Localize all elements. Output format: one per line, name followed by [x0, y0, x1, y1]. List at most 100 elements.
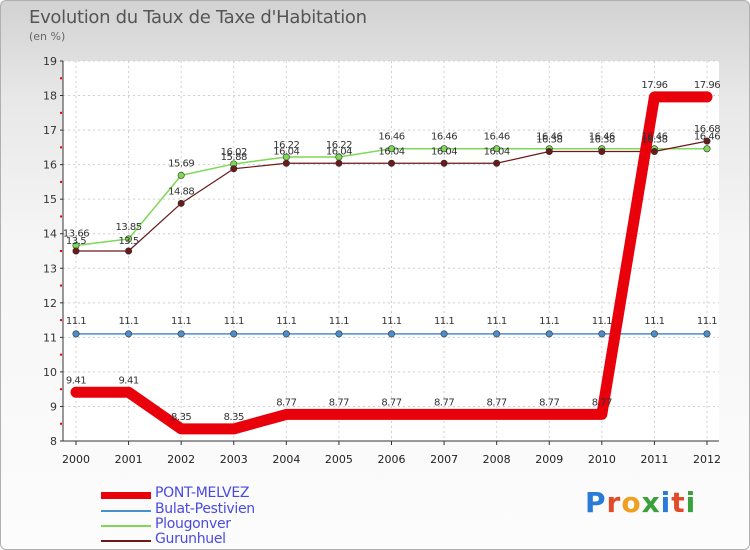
- chart-subtitle: (en %): [29, 30, 66, 43]
- series-line-pont-melvez: [70, 91, 713, 435]
- data-point: [440, 145, 448, 153]
- x-tick-label: 2001: [115, 453, 143, 466]
- x-tick-label: 2011: [640, 453, 668, 466]
- data-point: [440, 159, 448, 167]
- data-point: [230, 330, 238, 338]
- y-minor-tick: [60, 215, 62, 218]
- x-tick-label: 2007: [430, 453, 458, 466]
- data-label: 13.5: [66, 236, 86, 247]
- y-minor-tick: [60, 77, 62, 80]
- x-tick-label: 2003: [220, 453, 248, 466]
- legend-label: Plougonver: [155, 516, 231, 532]
- logo-letter: i: [660, 486, 672, 519]
- data-point: [493, 330, 501, 338]
- data-label: 11.1: [644, 316, 664, 327]
- data-label: 15.69: [168, 158, 194, 169]
- chart-title: Evolution du Taux de Taxe d'Habitation: [29, 7, 367, 28]
- data-label: 16.46: [589, 132, 615, 143]
- data-point: [282, 159, 290, 167]
- data-point: [545, 148, 553, 156]
- y-minor-tick: [60, 250, 62, 252]
- data-label: 11.1: [276, 316, 296, 327]
- data-label: 13.85: [116, 222, 142, 233]
- data-point: [72, 330, 80, 338]
- data-point: [493, 145, 501, 153]
- data-label: 16.02: [221, 147, 247, 158]
- legend-label: Gurunhuel: [155, 531, 226, 547]
- logo-letter: x: [641, 486, 661, 519]
- data-label: 11.1: [434, 316, 454, 327]
- data-point: [703, 145, 711, 153]
- x-tick-label: 2005: [325, 453, 353, 466]
- data-label: 16.22: [326, 140, 352, 151]
- data-point: [387, 330, 395, 338]
- data-point: [545, 330, 553, 338]
- y-minor-tick: [60, 388, 62, 391]
- y-tick-label: 13: [43, 262, 57, 275]
- data-label: 16.46: [378, 132, 404, 143]
- data-label: 9.41: [118, 375, 138, 386]
- data-point: [650, 148, 658, 156]
- data-point: [125, 330, 133, 338]
- data-label: 11.1: [224, 316, 244, 327]
- data-label: 11.1: [66, 316, 86, 327]
- data-point: [703, 330, 711, 338]
- data-label: 11.1: [118, 316, 138, 327]
- y-minor-tick: [60, 180, 62, 183]
- data-label: 8.77: [487, 397, 507, 408]
- data-label: 11.1: [592, 316, 612, 327]
- data-point: [598, 330, 606, 338]
- data-label: 11.1: [329, 316, 349, 327]
- data-label: 16.22: [273, 140, 299, 151]
- data-label: 16.68: [694, 124, 720, 135]
- data-label: 8.77: [434, 397, 454, 408]
- data-label: 17.96: [694, 80, 720, 91]
- y-tick-label: 10: [43, 366, 57, 379]
- data-label: 16.46: [484, 132, 510, 143]
- y-minor-tick: [60, 146, 62, 149]
- data-point: [650, 330, 658, 338]
- data-label: 8.77: [276, 397, 296, 408]
- data-point: [177, 171, 185, 179]
- legend-swatch-plougonver: [101, 525, 151, 527]
- legend-label: PONT-MELVEZ: [155, 485, 250, 501]
- y-tick-label: 8: [50, 435, 57, 448]
- data-label: 8.77: [329, 397, 349, 408]
- legend-label: Bulat-Pestivien: [155, 501, 255, 517]
- data-point: [493, 159, 501, 167]
- data-label: 8.77: [539, 397, 559, 408]
- data-point: [335, 159, 343, 167]
- data-label: 16.38: [641, 135, 667, 146]
- y-tick-label: 9: [50, 400, 57, 413]
- legend-swatch-pont-melvez: [101, 492, 151, 499]
- data-label: 11.1: [487, 316, 507, 327]
- x-tick-label: 2004: [272, 453, 300, 466]
- data-label: 16.38: [536, 135, 562, 146]
- data-point: [72, 247, 80, 255]
- data-point: [387, 145, 395, 153]
- logo-letter: i: [685, 486, 697, 519]
- data-label: 15.88: [221, 152, 247, 163]
- x-tick-label: 2008: [483, 453, 511, 466]
- data-label: 13.5: [118, 236, 138, 247]
- data-point: [335, 330, 343, 338]
- data-label: 9.41: [66, 375, 86, 386]
- data-label: 11.1: [697, 316, 717, 327]
- data-label: 11.1: [381, 316, 401, 327]
- y-minor-tick: [60, 353, 62, 356]
- data-label: 16.46: [694, 132, 720, 143]
- logo-letter: t: [671, 486, 686, 519]
- data-label: 16.04: [326, 146, 352, 157]
- data-label: 16.04: [431, 146, 457, 157]
- data-point: [440, 330, 448, 338]
- x-tick-label: 2002: [167, 453, 195, 466]
- data-label: 17.96: [641, 80, 667, 91]
- data-label: 11.1: [171, 316, 191, 327]
- logo-letter: P: [585, 486, 607, 519]
- data-point: [177, 199, 185, 207]
- data-point: [125, 235, 133, 243]
- data-label: 16.04: [484, 146, 510, 157]
- data-label: 16.46: [431, 132, 457, 143]
- data-label: 16.04: [378, 146, 404, 157]
